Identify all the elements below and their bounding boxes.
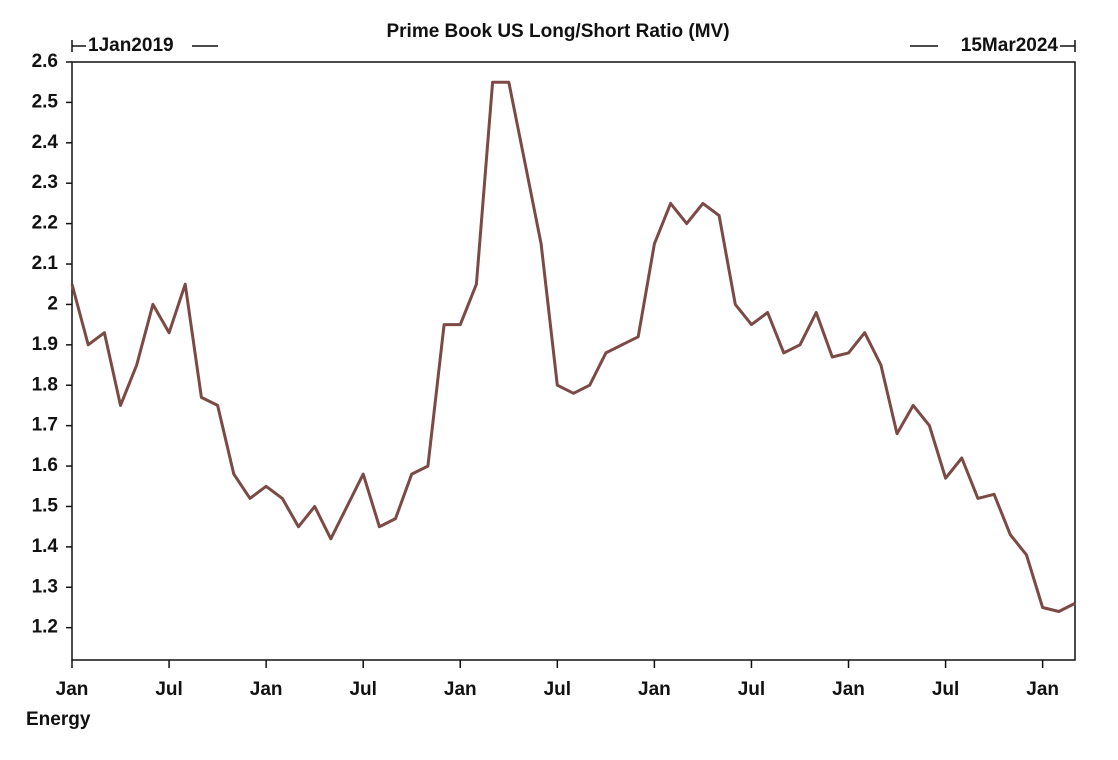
y-tick-label: 1.6	[32, 455, 58, 476]
legend-label: Energy	[26, 709, 91, 730]
x-tick-label: Jul	[738, 679, 765, 700]
x-tick-label: Jan	[638, 679, 671, 700]
x-tick-label: Jan	[1026, 679, 1059, 700]
x-tick-label: Jan	[250, 679, 283, 700]
range-start: 1Jan2019	[88, 35, 174, 56]
range-decor	[71, 40, 1076, 52]
y-tick-label: 2.3	[32, 172, 58, 193]
plot-frame	[71, 61, 1076, 661]
x-tick-label: Jul	[544, 679, 571, 700]
y-tick-label: 2.2	[32, 213, 58, 234]
y-tick-label: 1.9	[32, 334, 58, 355]
y-tick-label: 1.5	[32, 495, 59, 516]
x-tick-label: Jul	[349, 679, 376, 700]
y-tick-label: 1.3	[32, 576, 58, 597]
range-end: 15Mar2024	[961, 35, 1059, 56]
y-tick-label: 2.1	[32, 253, 59, 274]
x-tick-label: Jan	[56, 679, 89, 700]
data-line	[70, 80, 1076, 613]
y-tick-label: 1.7	[32, 415, 58, 436]
y-tick-label: 2	[47, 293, 58, 314]
y-tick-label: 1.4	[32, 536, 59, 557]
x-tick-label: Jan	[832, 679, 865, 700]
y-tick-label: 1.8	[32, 374, 58, 395]
x-tick-label: Jul	[932, 679, 959, 700]
x-tick-label: Jan	[444, 679, 477, 700]
y-tick-label: 2.5	[32, 91, 59, 112]
y-tick-label: 1.2	[32, 617, 58, 638]
x-tick-label: Jul	[155, 679, 182, 700]
chart-title: Prime Book US Long/Short Ratio (MV)	[386, 21, 729, 42]
y-tick-label: 2.4	[32, 132, 59, 153]
y-tick-label: 2.6	[32, 51, 58, 72]
